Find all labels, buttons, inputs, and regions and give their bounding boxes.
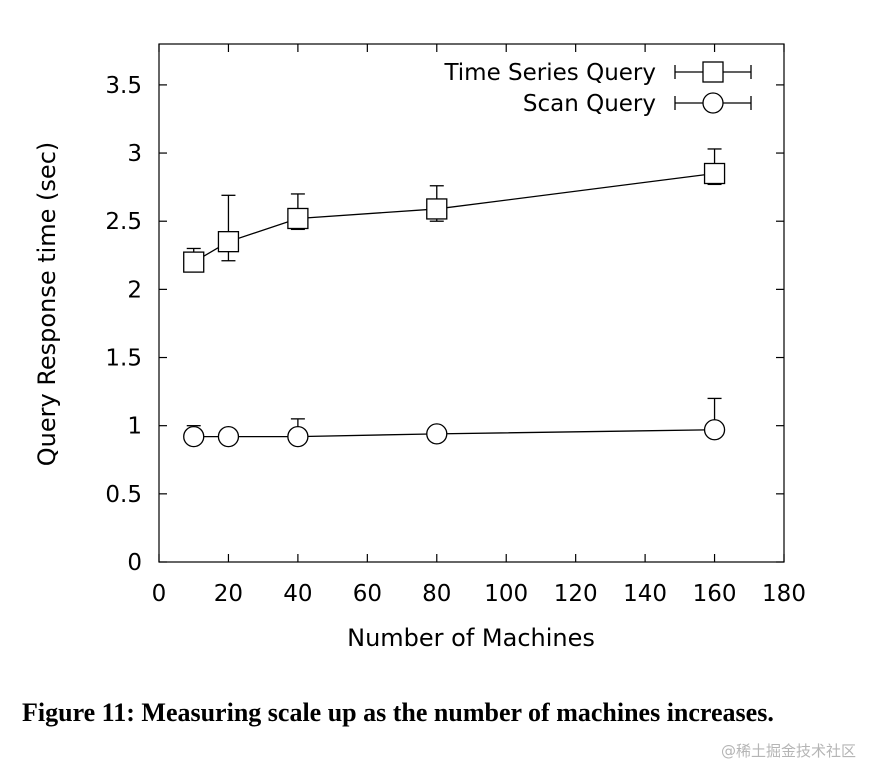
watermark: @稀土掘金技术社区 <box>720 742 856 760</box>
y-tick-label: 0 <box>127 550 142 576</box>
data-point <box>183 425 205 448</box>
data-point <box>287 207 309 230</box>
x-tick-label: 180 <box>762 581 806 607</box>
series-line <box>193 172 715 263</box>
legend-label: Scan Query <box>523 91 656 117</box>
y-tick-label: 3.5 <box>105 73 142 99</box>
x-tick-label: 60 <box>353 581 382 607</box>
x-tick-label: 80 <box>422 581 451 607</box>
data-point <box>183 251 205 273</box>
legend-marker <box>702 61 724 83</box>
x-tick-label: 0 <box>152 581 167 607</box>
plot-frame <box>158 43 785 563</box>
series-time-series-query <box>183 148 726 273</box>
legend-marker <box>702 92 724 114</box>
data-point <box>217 231 240 253</box>
series-scan-query <box>183 397 726 448</box>
series-line <box>193 429 715 438</box>
x-tick-label: 100 <box>484 581 528 607</box>
x-tick-label: 160 <box>693 581 737 607</box>
y-axis-label: Query Response time (sec) <box>33 142 61 467</box>
y-tick-label: 2 <box>127 277 142 303</box>
data-point <box>426 198 448 220</box>
data-point <box>217 425 240 448</box>
x-tick-label: 120 <box>554 581 598 607</box>
legend-layer: Time Series Query Scan Query <box>443 60 752 117</box>
y-tick-label: 0.5 <box>105 482 142 508</box>
series-layer <box>183 148 726 448</box>
data-point <box>287 425 309 448</box>
legend-label: Time Series Query <box>443 60 656 86</box>
data-point <box>703 162 726 185</box>
figure-caption: Figure 11: Measuring scale up as the num… <box>22 698 774 727</box>
y-tick-label: 3 <box>127 141 142 167</box>
x-axis-label: Number of Machines <box>347 624 595 652</box>
chart: 0 20 40 60 80 100 120 140 160 180 0 0.5 1 1.5 2 2.5 3 3.5… <box>33 43 806 652</box>
y-tick-label: 1 <box>127 414 142 440</box>
x-tick-label: 40 <box>283 581 312 607</box>
data-point <box>426 423 448 445</box>
y-tick-label: 1.5 <box>105 346 142 372</box>
axes-layer: 0 20 40 60 80 100 120 140 160 180 0 0.5 1 1.5 2 2.5 3 3.5 <box>105 43 806 607</box>
x-tick-label: 140 <box>623 581 667 607</box>
data-point <box>703 419 726 441</box>
y-tick-label: 2.5 <box>105 209 142 235</box>
x-tick-label: 20 <box>214 581 243 607</box>
